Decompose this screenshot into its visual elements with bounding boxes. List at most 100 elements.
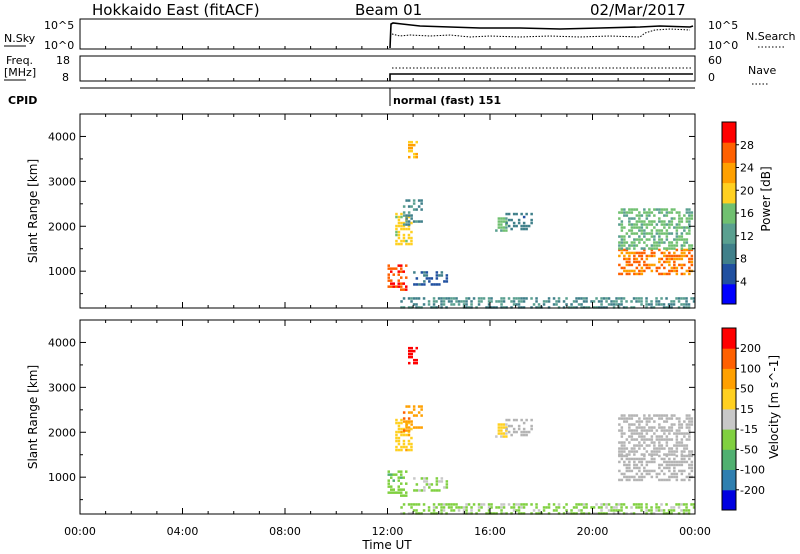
power-cell bbox=[655, 269, 659, 273]
velocity-colorbar-tick-label: -100 bbox=[740, 464, 765, 477]
velocity-cell bbox=[645, 420, 649, 423]
power-cell bbox=[665, 232, 669, 235]
velocity-cell bbox=[640, 475, 644, 479]
velocity-cell bbox=[620, 444, 624, 447]
velocity-cell bbox=[635, 466, 639, 470]
power-cell bbox=[408, 155, 411, 159]
power-cell bbox=[645, 232, 649, 235]
power-cell bbox=[648, 254, 651, 258]
power-cell bbox=[485, 306, 488, 309]
power-cell bbox=[688, 211, 691, 214]
velocity-cell bbox=[408, 352, 411, 356]
velocity-cell bbox=[635, 420, 639, 423]
velocity-cell bbox=[547, 503, 551, 506]
power-cell bbox=[610, 300, 613, 303]
velocity-cell bbox=[605, 512, 608, 515]
power-cell bbox=[680, 303, 683, 306]
velocity-cell bbox=[655, 447, 659, 450]
power-cell bbox=[617, 306, 621, 309]
velocity-cell bbox=[640, 438, 644, 441]
power-cell bbox=[690, 247, 694, 250]
velocity-cell bbox=[427, 509, 431, 512]
power-cell bbox=[683, 214, 686, 217]
velocity-cell bbox=[445, 503, 448, 506]
power-cell bbox=[410, 230, 413, 234]
velocity-cell bbox=[637, 503, 641, 506]
power-cell bbox=[402, 205, 406, 208]
power-cell bbox=[517, 306, 521, 309]
power-cell bbox=[685, 211, 689, 214]
power-cell bbox=[658, 208, 661, 211]
velocity-colorbar-swatch bbox=[722, 449, 736, 470]
velocity-marks bbox=[387, 346, 696, 515]
power-cell bbox=[692, 297, 696, 300]
velocity-cell bbox=[623, 475, 626, 479]
power-cell bbox=[683, 241, 686, 244]
power-cell bbox=[420, 271, 424, 274]
velocity-cell bbox=[617, 503, 621, 506]
velocity-cell bbox=[402, 429, 406, 432]
velocity-cell bbox=[405, 470, 408, 473]
velocity-cell bbox=[657, 506, 661, 509]
velocity-cell bbox=[622, 503, 626, 506]
velocity-cell bbox=[427, 506, 431, 509]
velocity-cell bbox=[470, 506, 473, 509]
velocity-cell bbox=[685, 417, 689, 420]
velocity-cell bbox=[663, 429, 666, 432]
power-cell bbox=[575, 306, 578, 309]
velocity-cell bbox=[400, 488, 403, 491]
power-cell bbox=[628, 211, 631, 214]
velocity-cell bbox=[648, 453, 651, 456]
velocity-cell bbox=[633, 429, 636, 432]
power-cell bbox=[407, 242, 411, 246]
velocity-cell bbox=[680, 453, 684, 456]
velocity-cell bbox=[397, 436, 401, 440]
power-cell bbox=[535, 306, 538, 309]
power-cell bbox=[618, 217, 621, 220]
power-cell bbox=[655, 232, 659, 235]
velocity-cell bbox=[400, 473, 403, 476]
power-cell bbox=[400, 300, 403, 303]
power-cell bbox=[500, 297, 503, 300]
velocity-cell bbox=[490, 506, 493, 509]
power-cell bbox=[690, 257, 694, 261]
velocity-cell bbox=[462, 509, 466, 512]
velocity-cell bbox=[467, 512, 471, 515]
power-cell bbox=[447, 297, 451, 300]
velocity-cell bbox=[490, 503, 493, 506]
power-cell bbox=[555, 303, 558, 306]
velocity-cell bbox=[643, 454, 646, 458]
power-cell bbox=[402, 239, 406, 243]
power-cell bbox=[620, 251, 624, 255]
power-cell bbox=[665, 235, 669, 238]
velocity-cell bbox=[425, 480, 429, 483]
power-cell bbox=[585, 300, 588, 303]
power-cell bbox=[685, 297, 688, 300]
velocity-cell bbox=[680, 472, 684, 476]
power-cell bbox=[638, 260, 641, 264]
velocity-cell bbox=[618, 454, 621, 458]
power-cell bbox=[677, 300, 681, 303]
velocity-cell bbox=[670, 429, 674, 432]
power-cell bbox=[640, 229, 644, 232]
velocity-cell bbox=[397, 442, 401, 446]
power-cell bbox=[640, 303, 643, 306]
velocity-cell bbox=[445, 486, 449, 489]
velocity-cell bbox=[405, 421, 408, 425]
velocity-cell bbox=[633, 423, 636, 426]
power-cell bbox=[435, 274, 439, 277]
velocity-cell bbox=[620, 435, 624, 438]
power-cell bbox=[472, 297, 476, 300]
power-cell bbox=[620, 220, 624, 223]
power-cell bbox=[600, 297, 603, 300]
velocity-cell bbox=[417, 512, 421, 515]
power-cell bbox=[552, 297, 556, 300]
power-cell bbox=[425, 274, 429, 277]
velocity-cell bbox=[402, 445, 406, 449]
power-cell bbox=[668, 269, 671, 273]
velocity-colorbar-tick-label: -200 bbox=[740, 484, 765, 497]
power-cell bbox=[402, 233, 406, 237]
power-cell bbox=[433, 283, 436, 286]
velocity-cell bbox=[632, 512, 636, 515]
